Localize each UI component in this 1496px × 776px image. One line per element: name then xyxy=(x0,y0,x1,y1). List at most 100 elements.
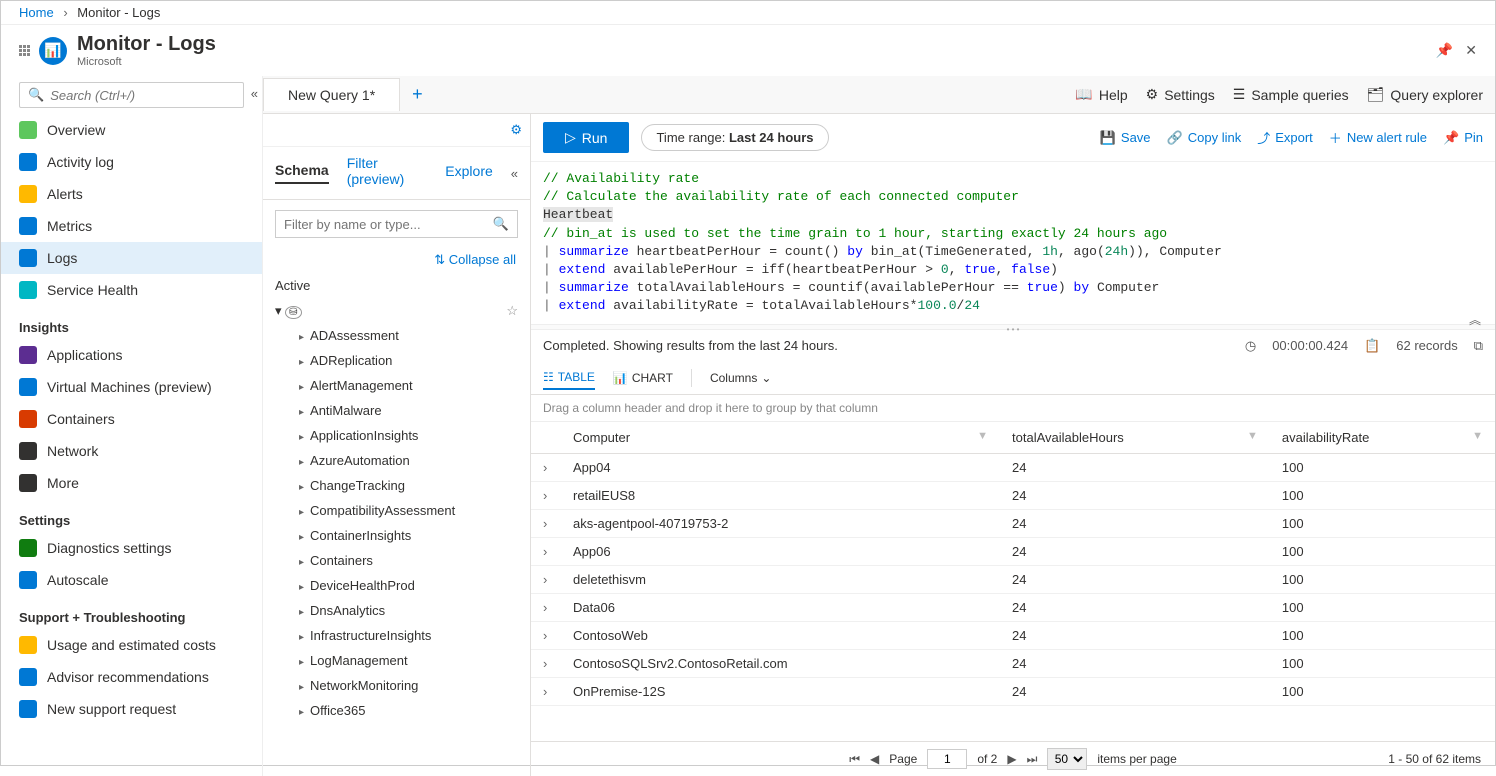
query-editor[interactable]: // Availability rate // Calculate the av… xyxy=(531,162,1495,324)
expand-row-icon[interactable]: › xyxy=(531,481,561,509)
nav-item-advisor-recommendations[interactable]: Advisor recommendations xyxy=(1,661,262,693)
breadcrumb-home[interactable]: Home xyxy=(19,5,54,20)
table-row[interactable]: ›App0424100 xyxy=(531,453,1495,481)
time-range-picker[interactable]: Time range: Last 24 hours xyxy=(641,124,828,151)
expand-row-icon[interactable]: › xyxy=(531,565,561,593)
expand-row-icon[interactable]: › xyxy=(531,621,561,649)
pin-icon[interactable]: 📌 xyxy=(1436,42,1453,59)
tab-filter[interactable]: Filter (preview) xyxy=(347,155,428,191)
table-row[interactable]: ›aks-agentpool-40719753-224100 xyxy=(531,509,1495,537)
save-button[interactable]: 💾Save xyxy=(1100,128,1151,147)
copy-results-icon[interactable]: ⧉ xyxy=(1474,338,1483,354)
nav-item-label: Usage and estimated costs xyxy=(47,637,216,653)
schema-root[interactable]: ▾ ⛁ ☆ xyxy=(275,299,518,323)
schema-node[interactable]: LogManagement xyxy=(275,648,518,673)
nav-search[interactable]: 🔍 xyxy=(19,82,244,108)
schema-node[interactable]: NetworkMonitoring xyxy=(275,673,518,698)
nav-item-alerts[interactable]: Alerts xyxy=(1,178,262,210)
schema-node[interactable]: InfrastructureInsights xyxy=(275,623,518,648)
table-row[interactable]: ›OnPremise-12S24100 xyxy=(531,677,1495,705)
nav-item-autoscale[interactable]: Autoscale xyxy=(1,564,262,596)
table-row[interactable]: ›App0624100 xyxy=(531,537,1495,565)
nav-item-diagnostics-settings[interactable]: Diagnostics settings xyxy=(1,532,262,564)
nav-item-overview[interactable]: Overview xyxy=(1,114,262,146)
collapse-all-link[interactable]: ⇅ Collapse all xyxy=(263,248,530,272)
nav-item-applications[interactable]: Applications xyxy=(1,339,262,371)
next-page-button[interactable]: ▶ xyxy=(1007,752,1016,766)
table-row[interactable]: ›ContosoWeb24100 xyxy=(531,621,1495,649)
schema-node[interactable]: ChangeTracking xyxy=(275,473,518,498)
tab-explore[interactable]: Explore xyxy=(445,163,492,183)
expand-row-icon[interactable]: › xyxy=(531,509,561,537)
expand-row-icon[interactable]: › xyxy=(531,593,561,621)
schema-node[interactable]: CompatibilityAssessment xyxy=(275,498,518,523)
add-tab-button[interactable]: + xyxy=(400,84,435,105)
help-link[interactable]: 📖Help xyxy=(1075,86,1127,103)
table-row[interactable]: ›Data0624100 xyxy=(531,593,1495,621)
schema-node[interactable]: Containers xyxy=(275,548,518,573)
filter-icon[interactable]: ▼ xyxy=(977,430,988,442)
copy-link-button[interactable]: 🔗Copy link xyxy=(1167,128,1242,147)
columns-dropdown[interactable]: Columns ⌄ xyxy=(710,367,771,389)
column-header[interactable]: Computer▼ xyxy=(561,422,1000,454)
filter-icon[interactable]: ▼ xyxy=(1247,430,1258,442)
schema-node[interactable]: DnsAnalytics xyxy=(275,598,518,623)
schema-node[interactable]: AzureAutomation xyxy=(275,448,518,473)
schema-node[interactable]: DeviceHealthProd xyxy=(275,573,518,598)
page-input[interactable] xyxy=(927,749,967,769)
filter-icon[interactable]: ▼ xyxy=(1472,430,1483,442)
column-header[interactable]: totalAvailableHours▼ xyxy=(1000,422,1270,454)
new-alert-button[interactable]: ＋New alert rule xyxy=(1329,128,1427,147)
query-tab[interactable]: New Query 1* xyxy=(263,78,400,111)
collapse-results-icon[interactable]: ︽ xyxy=(1469,311,1481,328)
expand-row-icon[interactable]: › xyxy=(531,677,561,705)
schema-node[interactable]: AlertManagement xyxy=(275,373,518,398)
nav-item-new-support-request[interactable]: New support request xyxy=(1,693,262,725)
favorite-icon[interactable]: ☆ xyxy=(506,303,518,319)
first-page-button[interactable]: ⏮ xyxy=(849,752,860,767)
prev-page-button[interactable]: ◀ xyxy=(870,752,879,766)
expand-row-icon[interactable]: › xyxy=(531,649,561,677)
sample-queries-link[interactable]: ☰Sample queries xyxy=(1233,86,1349,103)
nav-item-virtual-machines-preview-[interactable]: Virtual Machines (preview) xyxy=(1,371,262,403)
query-explorer-link[interactable]: 🗂Query explorer xyxy=(1367,86,1483,103)
nav-item-metrics[interactable]: Metrics xyxy=(1,210,262,242)
schema-node[interactable]: ApplicationInsights xyxy=(275,423,518,448)
splitter[interactable]: • • •︽ xyxy=(531,324,1495,330)
collapse-schema-icon[interactable]: « xyxy=(511,166,518,181)
nav-item-more[interactable]: More xyxy=(1,467,262,499)
page-size-select[interactable]: 50 xyxy=(1047,748,1087,770)
schema-node[interactable]: ADAssessment xyxy=(275,323,518,348)
schema-node[interactable]: ADReplication xyxy=(275,348,518,373)
export-button[interactable]: ⤴Export xyxy=(1257,128,1313,147)
nav-item-network[interactable]: Network xyxy=(1,435,262,467)
table-row[interactable]: ›retailEUS824100 xyxy=(531,481,1495,509)
view-chart-tab[interactable]: 📊CHART xyxy=(613,367,673,389)
view-table-tab[interactable]: ☷TABLE xyxy=(543,366,595,390)
nav-item-usage-and-estimated-costs[interactable]: Usage and estimated costs xyxy=(1,629,262,661)
settings-link[interactable]: ⚙Settings xyxy=(1146,86,1215,103)
nav-icon xyxy=(19,636,37,654)
nav-item-service-health[interactable]: Service Health xyxy=(1,274,262,306)
nav-item-containers[interactable]: Containers xyxy=(1,403,262,435)
nav-search-input[interactable] xyxy=(50,88,235,103)
column-header[interactable]: availabilityRate▼ xyxy=(1270,422,1495,454)
schema-node[interactable]: AntiMalware xyxy=(275,398,518,423)
schema-search[interactable]: 🔍 xyxy=(275,210,518,238)
run-button[interactable]: ▷Run xyxy=(543,122,629,153)
collapse-nav-icon[interactable]: « xyxy=(251,86,258,101)
filter-settings-icon[interactable]: ⚙ xyxy=(510,122,522,138)
nav-item-logs[interactable]: Logs xyxy=(1,242,262,274)
schema-search-input[interactable] xyxy=(284,217,493,232)
schema-node[interactable]: ContainerInsights xyxy=(275,523,518,548)
table-row[interactable]: ›ContosoSQLSrv2.ContosoRetail.com24100 xyxy=(531,649,1495,677)
last-page-button[interactable]: ⏭ xyxy=(1027,752,1038,767)
expand-row-icon[interactable]: › xyxy=(531,537,561,565)
nav-item-activity-log[interactable]: Activity log xyxy=(1,146,262,178)
schema-node[interactable]: Office365 xyxy=(275,698,518,723)
tab-schema[interactable]: Schema xyxy=(275,162,329,184)
expand-row-icon[interactable]: › xyxy=(531,453,561,481)
close-icon[interactable]: ✕ xyxy=(1465,42,1477,59)
table-row[interactable]: ›deletethisvm24100 xyxy=(531,565,1495,593)
pin-button[interactable]: 📌Pin xyxy=(1443,128,1483,147)
